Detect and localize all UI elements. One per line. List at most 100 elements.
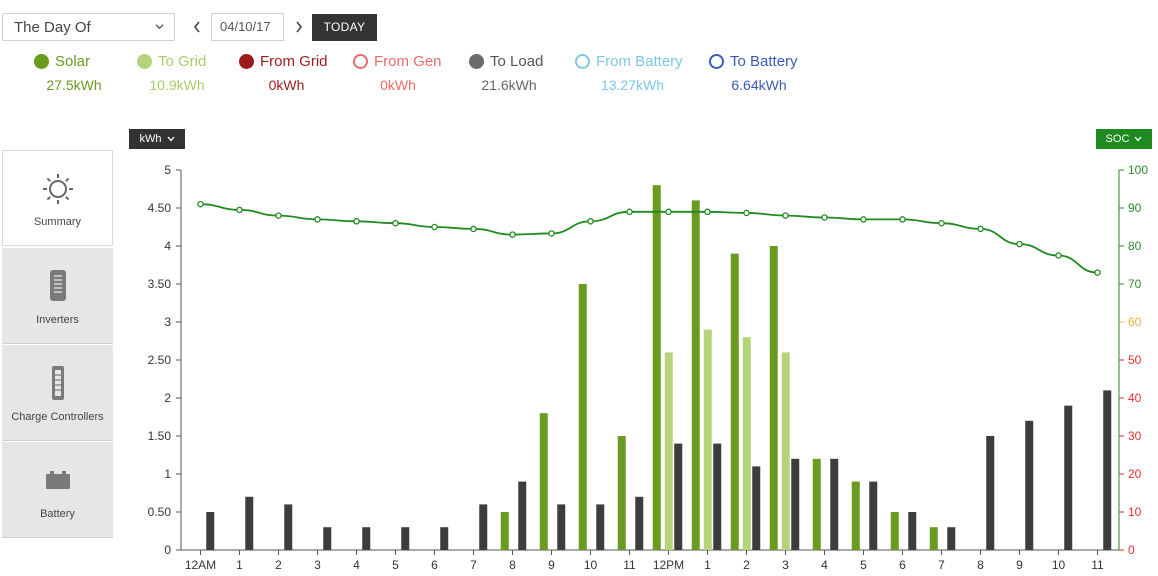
charge-controller-icon: [50, 365, 66, 401]
x-tick-label: 12AM: [185, 558, 216, 572]
bar-solar: [890, 512, 899, 550]
legend-label: From Battery: [596, 53, 683, 70]
bar-solar: [769, 246, 778, 550]
legend-label: To Load: [490, 53, 544, 70]
legend-value: 0kWh: [268, 77, 305, 93]
bar-to-load: [1103, 390, 1112, 550]
sidebar-item-inverters[interactable]: Inverters: [2, 248, 113, 344]
sidebar-item-charge-controllers[interactable]: Charge Controllers: [2, 345, 113, 441]
y-right-tick-label: 40: [1128, 391, 1142, 405]
x-tick-label: 9: [1016, 558, 1023, 572]
legend-item[interactable]: To Load 21.6kWh: [469, 53, 549, 99]
bar-solar: [617, 436, 626, 550]
chevron-down-icon: [1134, 136, 1142, 142]
soc-point: [938, 219, 945, 227]
soc-point: [1016, 240, 1023, 248]
bar-to-load: [440, 527, 449, 550]
x-tick-label: 2: [743, 558, 750, 572]
x-tick-label: 8: [509, 558, 516, 572]
y-left-tick-label: 4: [164, 239, 171, 253]
y-left-tick-label: 2.50: [148, 353, 172, 367]
soc-point: [431, 223, 438, 231]
bar-solar: [578, 284, 587, 550]
soc-point: [353, 218, 360, 225]
sidebar-item-label: Charge Controllers: [11, 411, 104, 423]
x-tick-label: 3: [782, 558, 789, 572]
legend-item[interactable]: To Battery 6.64kWh: [709, 53, 809, 99]
legend-value: 27.5kWh: [46, 77, 102, 93]
x-tick-label: 10: [584, 558, 598, 572]
sun-icon: [41, 171, 75, 207]
x-tick-label: 1: [236, 558, 243, 572]
kwh-unit-dropdown[interactable]: kWh: [129, 129, 185, 149]
bar-to-load: [908, 512, 917, 550]
bar-to-load: [362, 527, 371, 550]
legend-item[interactable]: From Battery 13.27kWh: [575, 53, 690, 99]
soc-point: [665, 208, 672, 216]
bar-to-load: [557, 504, 566, 550]
bar-to-load: [869, 481, 878, 550]
x-tick-label: 7: [470, 558, 477, 572]
soc-point: [275, 212, 282, 219]
bar-to-load: [752, 466, 761, 550]
sidebar-item-summary[interactable]: Summary: [2, 150, 113, 246]
soc-point: [197, 200, 204, 208]
chevron-left-icon[interactable]: [190, 17, 204, 37]
soc-unit-label: SOC: [1105, 133, 1130, 145]
bar-solar: [539, 413, 548, 550]
x-tick-label: 11: [623, 558, 636, 572]
y-right-tick-label: 20: [1128, 467, 1142, 481]
chevron-right-icon[interactable]: [292, 17, 306, 37]
soc-point: [1055, 252, 1062, 259]
legend-item[interactable]: Solar 27.5kWh: [34, 53, 114, 99]
soc-point: [314, 216, 321, 223]
sidebar-item-battery[interactable]: Battery: [2, 442, 113, 538]
kwh-unit-label: kWh: [139, 133, 162, 145]
date-input[interactable]: 04/10/17: [211, 13, 284, 41]
period-select[interactable]: The Day Of: [2, 13, 175, 41]
sidebar-item-label: Inverters: [36, 314, 79, 326]
x-tick-label: 10: [1052, 558, 1066, 572]
legend-dot-icon: [137, 54, 152, 69]
bar-to-load: [401, 527, 410, 550]
bar-to-load: [986, 436, 995, 550]
x-tick-label: 3: [314, 558, 321, 572]
x-tick-label: 6: [899, 558, 906, 572]
legend-item[interactable]: To Grid 10.9kWh: [137, 53, 217, 99]
inverter-icon: [48, 268, 68, 304]
soc-line: [200, 203, 1098, 274]
soc-point: [1094, 269, 1101, 276]
y-right-tick-label: 50: [1128, 353, 1142, 367]
legend-value: 13.27kWh: [600, 77, 665, 93]
sidebar-item-label: Battery: [40, 508, 75, 520]
chevron-down-icon: [167, 136, 175, 142]
soc-point: [392, 219, 399, 227]
y-right-tick-label: 60: [1128, 315, 1142, 329]
x-tick-label: 7: [938, 558, 945, 572]
soc-point: [977, 225, 984, 233]
bar-to-load: [596, 504, 605, 550]
legend-dot-icon: [34, 54, 49, 69]
x-tick-label: 4: [821, 558, 828, 572]
bar-solar: [691, 200, 700, 550]
bar-to-load: [1064, 405, 1073, 550]
soc-unit-dropdown[interactable]: SOC: [1096, 129, 1152, 149]
y-left-tick-label: 0.50: [148, 505, 172, 519]
bar-to-grid: [742, 337, 751, 550]
legend-item[interactable]: From Gen 0kWh: [353, 53, 443, 99]
y-left-tick-label: 1: [164, 467, 171, 481]
today-button[interactable]: TODAY: [312, 14, 377, 41]
x-tick-label: 12PM: [653, 558, 684, 572]
y-right-tick-label: 70: [1128, 277, 1142, 291]
x-tick-label: 5: [860, 558, 867, 572]
x-tick-label: 4: [353, 558, 360, 572]
bar-to-load: [1025, 420, 1034, 550]
legend-dot-icon: [239, 54, 254, 69]
legend-dot-icon: [353, 54, 368, 69]
bar-solar: [500, 512, 509, 550]
soc-point: [509, 231, 516, 238]
bar-to-load: [713, 443, 722, 550]
legend-item[interactable]: From Grid 0kWh: [239, 53, 334, 99]
soc-point: [548, 230, 555, 237]
bar-to-load: [791, 458, 800, 550]
